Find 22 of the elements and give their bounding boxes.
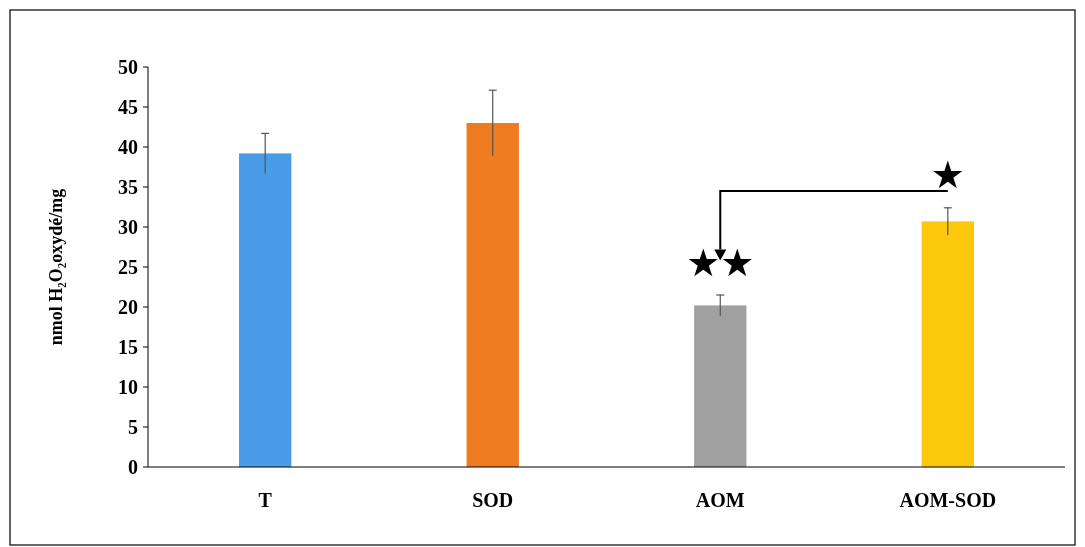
bar [921, 221, 974, 467]
y-axis-title: nmol H₂O₂oxydé/mg [46, 188, 66, 346]
bar [466, 123, 519, 467]
y-tick-label: 30 [118, 216, 138, 238]
y-tick-label: 45 [118, 96, 138, 118]
y-tick-label: 35 [118, 176, 138, 198]
y-tick-label: 10 [118, 376, 138, 398]
bar [694, 305, 747, 467]
annotation: ★ [930, 153, 965, 198]
x-tick-label: SOD [472, 489, 514, 511]
x-tick-label: AOM [695, 489, 745, 511]
y-tick-label: 40 [118, 136, 138, 158]
annotation: ★★ [686, 240, 755, 285]
x-tick-label: AOM-SOD [899, 489, 997, 511]
y-tick-label: 25 [118, 256, 138, 278]
y-tick-label: 15 [118, 336, 138, 358]
x-tick-label: T [258, 489, 273, 511]
y-tick-label: 5 [128, 416, 138, 438]
bar [239, 153, 292, 467]
y-tick-label: 20 [118, 296, 138, 318]
y-tick-label: 0 [128, 456, 138, 478]
y-tick-label: 50 [118, 56, 138, 78]
